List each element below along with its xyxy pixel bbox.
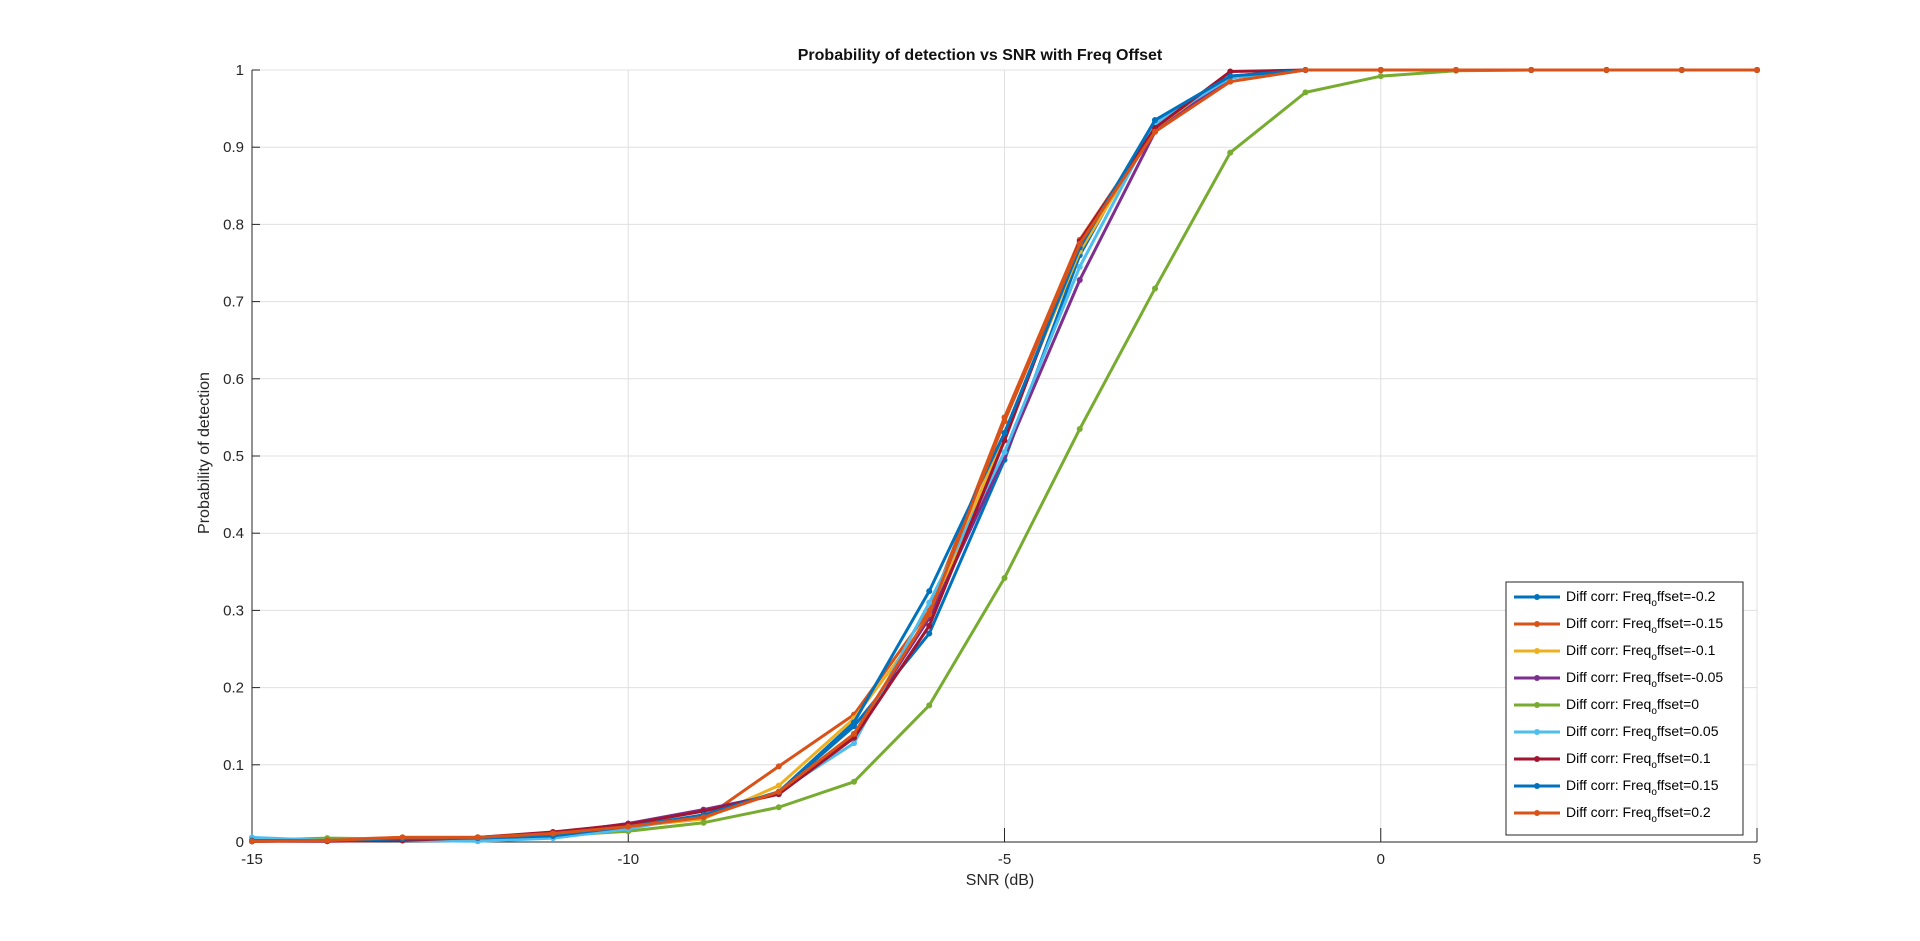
data-point [1227,149,1234,156]
legend-item: Diff corr: Freqoffset=-0.2 [1514,588,1716,609]
data-point [1754,67,1760,73]
legend-label: Diff corr: Freqoffset=-0.2 [1566,588,1716,609]
y-tick-label: 0.6 [223,371,244,388]
data-point [1001,429,1008,436]
data-point [324,837,331,844]
data-point [1377,73,1384,80]
y-tick-label: 0.7 [223,294,244,311]
data-point [550,830,556,837]
data-point [1076,425,1083,432]
legend-label: Diff corr: Freqoffset=0.15 [1566,777,1719,798]
data-point [1001,574,1008,581]
data-point [1152,285,1158,292]
x-tick-label: -10 [617,851,639,868]
legend-item: Diff corr: Freqoffset=0.15 [1514,777,1719,798]
data-point [1678,67,1685,73]
series-group [249,67,1760,845]
legend-marker [1534,594,1540,600]
y-tick-label: 0 [236,834,244,851]
data-point [926,702,933,709]
data-point [926,611,933,618]
legend-item: Diff corr: Freqoffset=0.1 [1514,750,1711,771]
data-point [851,719,857,726]
data-point [1377,67,1384,73]
data-point [1227,78,1234,85]
y-tick-label: 0.8 [223,216,244,233]
legend-label: Diff corr: Freqoffset=-0.15 [1566,615,1723,636]
y-tick-label: 0.4 [223,525,244,542]
x-axis-label: SNR (dB) [966,872,1034,889]
data-point [700,819,707,826]
data-point [625,823,632,830]
data-point [1302,89,1309,96]
data-point [851,730,857,737]
tick-labels: -15 -10 -5 0 5 0 0.1 0.2 0.3 0.4 0.5 0.6 0.7 0.8 0.9 1 [223,62,1761,868]
y-tick-label: 0.1 [223,757,244,774]
legend-item: Diff corr: Freqoffset=-0.15 [1514,615,1723,636]
data-point [1152,128,1158,135]
legend-marker [1534,783,1540,789]
legend-item: Diff corr: Freqoffset=0 [1514,696,1699,717]
data-point [1302,67,1309,73]
data-point [775,804,782,811]
y-tick-label: 0.5 [223,448,244,465]
legend-label: Diff corr: Freqoffset=-0.1 [1566,642,1716,663]
y-axis-label: Probability of detection [196,372,213,534]
legend-label: Diff corr: Freqoffset=0 [1566,696,1699,717]
legend-label: Diff corr: Freqoffset=0.05 [1566,723,1719,744]
legend-label: Diff corr: Freqoffset=0.1 [1566,750,1711,771]
data-point [474,834,481,841]
data-point [1001,418,1008,425]
legend-item: Diff corr: Freqoffset=-0.1 [1514,642,1716,663]
data-point [700,814,707,821]
data-point [926,599,933,606]
data-point [1453,67,1459,73]
legend-item: Diff corr: Freqoffset=-0.05 [1514,669,1723,690]
legend-marker [1534,729,1540,735]
x-tick-label: -5 [998,851,1011,868]
data-point [249,838,255,845]
data-point [1603,67,1610,73]
data-point [1227,68,1234,75]
data-point [1001,449,1008,456]
x-tick-label: 0 [1377,851,1385,868]
data-point [775,763,782,770]
data-point [775,788,782,795]
chart-title: Probability of detection vs SNR with Fre… [798,47,1163,64]
legend-marker [1534,810,1540,816]
y-tick-label: 0.3 [223,602,244,619]
data-point [1076,240,1083,247]
data-point [1076,263,1083,270]
legend-marker [1534,621,1540,627]
x-tick-label: 5 [1753,851,1761,868]
data-point [1227,73,1234,80]
data-point [851,740,857,747]
legend-item: Diff corr: Freqoffset=0.05 [1514,723,1719,744]
data-point [775,782,782,789]
y-tick-label: 0.2 [223,680,244,697]
legend-marker [1534,675,1540,681]
x-tick-label: -15 [241,851,263,868]
data-point [851,778,857,785]
legend: Diff corr: Freqoffset=-0.2 Diff corr: Fre… [1505,581,1744,836]
data-point [1152,117,1158,124]
y-tick-label: 0.9 [223,139,244,156]
legend-item: Diff corr: Freqoffset=0.2 [1514,804,1711,825]
y-tick-label: 1 [236,62,244,79]
data-point [926,588,933,595]
legend-marker [1534,756,1540,762]
legend-label: Diff corr: Freqoffset=0.2 [1566,804,1711,825]
legend-marker [1534,648,1540,654]
data-point [926,630,933,637]
legend-label: Diff corr: Freqoffset=-0.05 [1566,669,1723,690]
legend-marker [1534,702,1540,708]
data-point [1528,67,1535,73]
series-9 [249,67,1760,845]
data-point [926,622,933,629]
data-point [1076,276,1083,283]
data-point [399,834,406,841]
